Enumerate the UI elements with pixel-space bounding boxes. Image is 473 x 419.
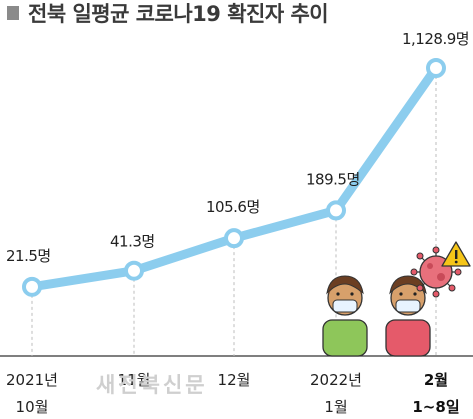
value-label-2: 105.6명: [206, 198, 260, 216]
data-point-1: [124, 260, 144, 281]
value-label-1: 41.3명: [110, 233, 155, 251]
watermark: 새전북신문: [96, 373, 208, 397]
value-label-3: 189.5명: [306, 170, 360, 188]
x-tick-label-3-1: 1월: [324, 398, 347, 416]
value-label-4: 1,128.9명: [402, 30, 469, 48]
value-label-0: 21.5명: [6, 247, 51, 265]
x-tick-label-4-1: 1~8일: [412, 398, 459, 416]
x-tick-labels: 2021년 10월 11월 12월 2022년 1월 2월 1~8일: [6, 371, 460, 416]
chart-title: 전북 일평균 코로나19 확진자 추이: [28, 2, 328, 26]
value-labels: 21.5명 41.3명 105.6명 189.5명 1,128.9명: [6, 30, 470, 265]
x-tick-label-3-0: 2022년: [310, 371, 362, 389]
warning-icon: [441, 241, 471, 267]
x-tick-label-4-0: 2월: [424, 371, 448, 389]
point-markers: [22, 58, 446, 297]
data-point-4: [426, 58, 446, 78]
data-point-2: [224, 228, 244, 249]
person-green-icon: [322, 275, 368, 357]
x-tick-label-0-0: 2021년: [6, 371, 58, 389]
data-point-3: [326, 200, 346, 221]
data-point-0: [22, 276, 42, 297]
x-tick-label-1-0: 11월: [118, 371, 151, 389]
title-square-icon: [7, 6, 19, 20]
virus-icon: [410, 246, 462, 298]
x-tick-label-0-1: 10월: [16, 398, 49, 416]
x-tick-label-2-0: 12월: [218, 371, 251, 389]
person-red-icon: [385, 275, 431, 357]
